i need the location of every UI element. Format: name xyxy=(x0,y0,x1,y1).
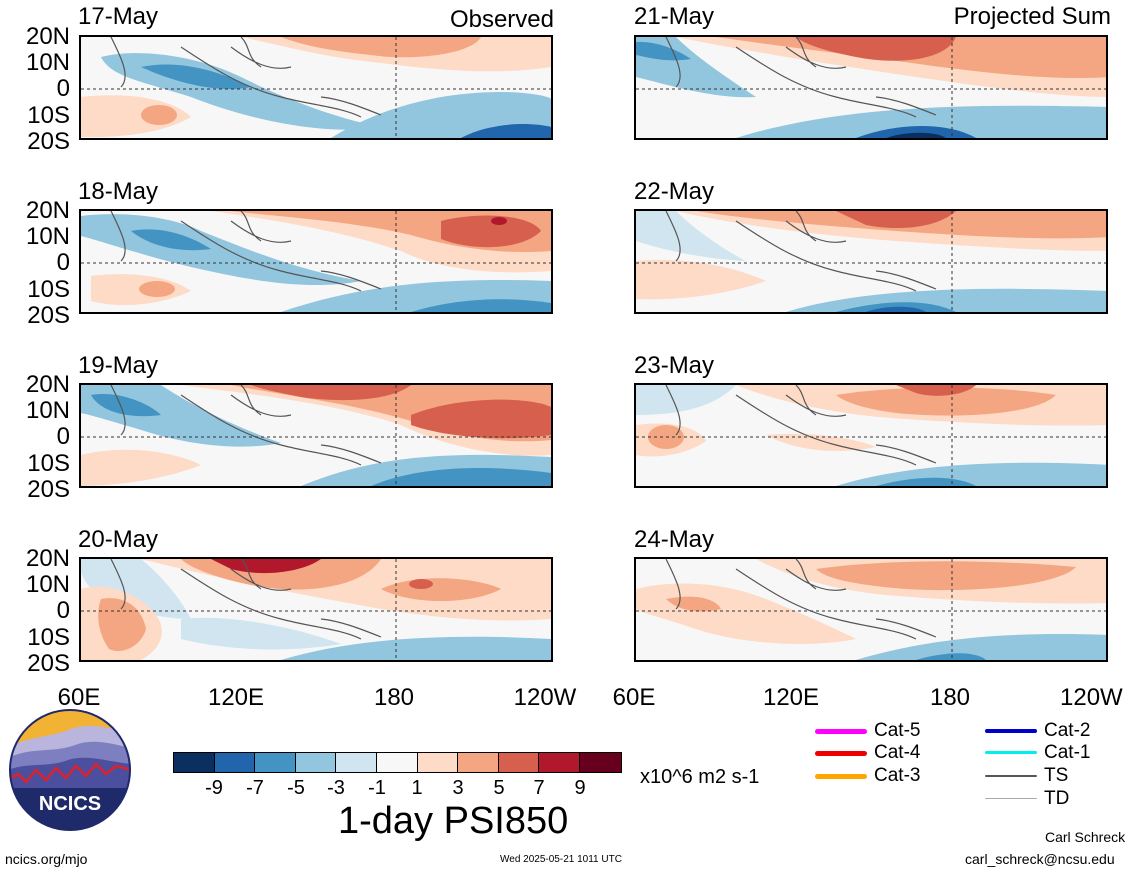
panel-date: 24-May xyxy=(634,526,715,553)
panel-date: 20-May xyxy=(78,526,159,553)
lat-label: 0 xyxy=(56,249,70,276)
author-name: Carl Schreck xyxy=(1045,829,1126,845)
colorbar-swatch xyxy=(376,753,418,772)
colorbar-swatch xyxy=(417,753,459,772)
colorbar-tick: 3 xyxy=(452,777,464,799)
colorbar-swatch xyxy=(539,753,580,772)
lon-label: 60E xyxy=(612,684,656,711)
lat-label: 0 xyxy=(56,75,70,102)
legend-label: Cat-5 xyxy=(874,720,921,741)
map-panel-observed-2 xyxy=(79,209,553,314)
legend-line xyxy=(985,729,1037,733)
colorbar-tick: 5 xyxy=(493,777,505,799)
legend-line xyxy=(985,751,1037,754)
colorbar-tick: 7 xyxy=(533,777,545,799)
lon-label: 120E xyxy=(207,684,265,711)
lon-label: 120W xyxy=(1060,686,1123,710)
lat-label: 10S xyxy=(27,102,70,129)
colorbar-units: x10^6 m2 s-1 xyxy=(640,766,760,788)
map-panel-observed-1 xyxy=(79,35,553,140)
legend-label: Cat-3 xyxy=(874,765,921,786)
legend-label: Cat-2 xyxy=(1044,720,1091,741)
lat-label: 10N xyxy=(25,571,70,598)
site-link[interactable]: ncics.org/mjo xyxy=(5,851,88,867)
map-panel-projected-3 xyxy=(634,383,1108,488)
panel-date: 19-May xyxy=(78,352,159,379)
observed-label: Observed xyxy=(449,6,554,33)
lat-label: 10N xyxy=(25,397,70,424)
colorbar-tick: 9 xyxy=(574,777,586,799)
map-panel-projected-2 xyxy=(634,209,1108,314)
colorbar-swatch xyxy=(336,753,377,772)
legend-label: TD xyxy=(1044,788,1070,809)
legend-line xyxy=(815,774,867,779)
lat-label: 20S xyxy=(27,302,70,329)
lat-label: 10S xyxy=(27,276,70,303)
lat-label: 10S xyxy=(27,624,70,651)
lat-label: 20S xyxy=(27,650,70,677)
lat-label: 10S xyxy=(27,450,70,477)
legend-label: Cat-1 xyxy=(1044,742,1091,763)
map-panel-projected-4 xyxy=(634,557,1108,662)
legend-line xyxy=(985,775,1037,777)
legend-line xyxy=(815,751,867,756)
legend-line xyxy=(815,729,867,734)
colorbar-tick: -3 xyxy=(327,777,345,799)
colorbar-tick: -9 xyxy=(205,777,223,799)
lat-label: 0 xyxy=(56,597,70,624)
panel-date: 23-May xyxy=(634,352,715,379)
colorbar-swatch xyxy=(255,753,296,772)
author-email[interactable]: carl_schreck@ncsu.edu xyxy=(965,851,1115,867)
lon-label: 120E xyxy=(762,684,820,711)
colorbar-swatch xyxy=(498,753,540,772)
chart-title: 1-day PSI850 xyxy=(338,800,569,842)
map-panel-observed-3 xyxy=(79,383,553,488)
lat-label: 0 xyxy=(56,423,70,450)
legend-line xyxy=(985,798,1037,799)
lat-label: 20S xyxy=(27,476,70,503)
legend-label: Cat-4 xyxy=(874,742,921,763)
panel-date: 18-May xyxy=(78,178,159,205)
lat-label: 20N xyxy=(25,545,70,572)
lon-label: 180 xyxy=(373,684,415,711)
colorbar-tick: 1 xyxy=(411,777,423,799)
timestamp: Wed 2025-05-21 1011 UTC xyxy=(500,854,622,865)
lat-label: 20N xyxy=(25,23,70,50)
panel-date: 22-May xyxy=(634,178,715,205)
colorbar-swatch xyxy=(458,753,499,772)
colorbar-tick: -7 xyxy=(246,777,264,799)
logo-text: NCICS xyxy=(39,793,101,815)
map-panel-projected-1 xyxy=(634,35,1108,140)
lon-label: 120W xyxy=(513,684,577,711)
colorbar-swatch xyxy=(174,753,215,772)
colorbar-swatch xyxy=(214,753,256,772)
lat-label: 20S xyxy=(27,128,70,155)
colorbar-swatch xyxy=(295,753,337,772)
colorbar xyxy=(173,752,622,773)
panel-date: 17-May xyxy=(78,3,159,30)
lon-label: 60E xyxy=(57,684,101,711)
ncics-logo: NCICS xyxy=(8,708,132,832)
projected-sum-label: Projected Sum xyxy=(953,3,1111,30)
map-panel-observed-4 xyxy=(79,557,553,662)
lat-label: 20N xyxy=(25,197,70,224)
lon-label: 180 xyxy=(929,684,971,711)
lat-label: 10N xyxy=(25,223,70,250)
colorbar-tick: -1 xyxy=(368,777,386,799)
lat-label: 10N xyxy=(25,49,70,76)
colorbar-tick: -5 xyxy=(287,777,305,799)
panel-date: 21-May xyxy=(634,3,715,30)
lat-label: 20N xyxy=(25,371,70,398)
colorbar-swatch xyxy=(579,753,621,772)
legend-label: TS xyxy=(1044,765,1069,786)
